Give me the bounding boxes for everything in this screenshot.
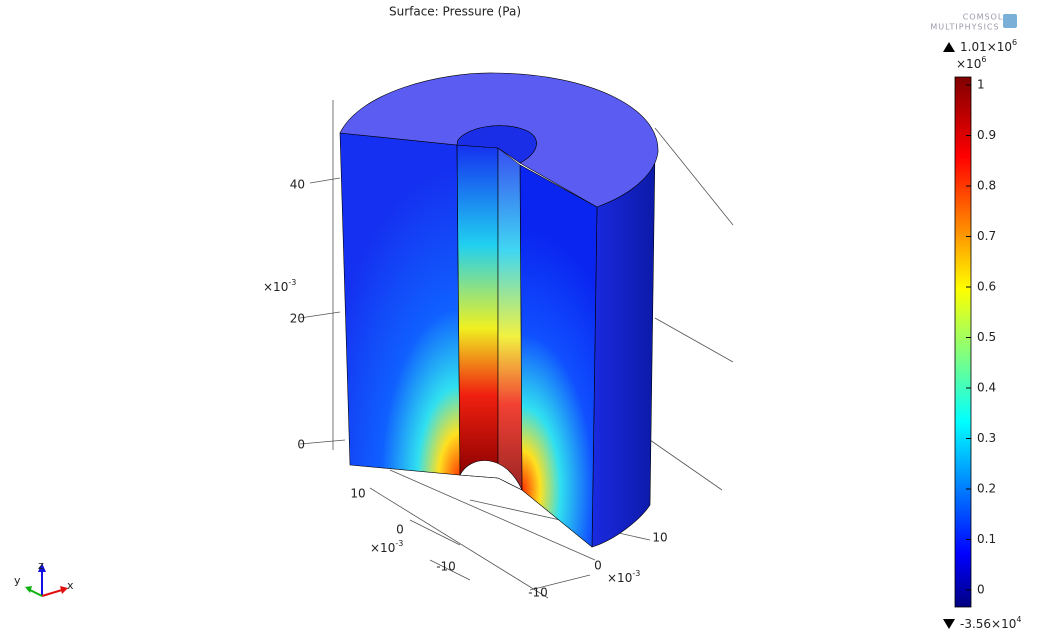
y-axis-scale-exp: -3 [395, 539, 403, 548]
triad-label: z [38, 559, 44, 572]
colorbar-max: 1.01×106 [960, 38, 1017, 54]
colorbar-scale: ×106 [956, 55, 986, 71]
colorbar-scale-base: ×10 [956, 57, 981, 71]
plot-title: Surface: Pressure (Pa) [389, 5, 521, 19]
colorbar-max-base: 1.01×10 [960, 40, 1012, 54]
colorbar-scale-exp: 6 [981, 55, 986, 64]
colorbar-tick-label: 1 [977, 78, 985, 92]
min-arrow [943, 619, 955, 629]
z-axis-scale-base: ×10 [263, 280, 288, 294]
y-axis-scale-base: ×10 [370, 541, 395, 555]
x-tick-label: 0 [594, 559, 602, 573]
z-tick-label: 0 [297, 438, 305, 452]
y-axis-scale: ×10-3 [370, 539, 403, 555]
triad-label: x [67, 579, 74, 592]
x-axis-scale-base: ×10 [607, 571, 632, 585]
y-tick-label: 10 [350, 487, 365, 501]
colorbar-tick-label: 0 [977, 583, 985, 597]
z-tick-label: 40 [290, 178, 305, 192]
logo: MULTIPHYSICS [930, 23, 999, 32]
z-tick-label: 20 [290, 312, 305, 326]
max-arrow [943, 42, 955, 52]
x-tick-label: 10 [652, 531, 667, 545]
colorbar-tick-label: 0.5 [977, 330, 996, 344]
colorbar-tick-label: 0.9 [977, 128, 996, 142]
x-axis-scale: ×10-3 [607, 569, 640, 585]
colorbar-tick-label: 0.3 [977, 431, 996, 445]
colorbar-min-exp: 4 [1016, 615, 1021, 624]
z-axis-scale: ×10-3 [263, 278, 296, 294]
colorbar-tick-label: 0.6 [977, 280, 996, 294]
y-tick-label: 0 [396, 523, 404, 537]
colorbar-min: -3.56×104 [960, 615, 1021, 631]
colorbar-max-exp: 6 [1012, 38, 1017, 47]
x-tick-label: -10 [528, 586, 548, 600]
x-axis-scale-exp: -3 [632, 569, 640, 578]
z-axis-scale-exp: -3 [288, 278, 296, 287]
colorbar-tick-label: 0.1 [977, 532, 996, 546]
colorbar-tick-label: 0.2 [977, 482, 996, 496]
triad-label: y [14, 574, 21, 587]
colorbar-tick-label: 0.7 [977, 229, 996, 243]
colorbar-min-base: -3.56×10 [960, 617, 1016, 631]
logo: COMSOL [963, 13, 1004, 22]
colorbar-tick-label: 0.4 [977, 381, 996, 395]
colorbar-tick-label: 0.8 [977, 179, 996, 193]
colorbar [954, 76, 972, 608]
axis-triad [25, 563, 68, 597]
logo-cube [1003, 14, 1017, 28]
y-tick-label: -10 [436, 560, 456, 574]
cylinder [339, 72, 659, 548]
